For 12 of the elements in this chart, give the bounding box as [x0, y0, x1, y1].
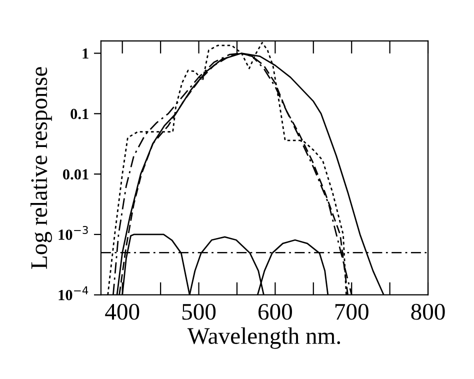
- x-tick-label: 600: [258, 304, 292, 320]
- y-tick-label: 0.01: [63, 169, 88, 180]
- x-axis-title: Wavelength nm.: [187, 327, 340, 349]
- x-tick-label: 500: [182, 304, 216, 320]
- x-tick-label: 800: [411, 304, 445, 320]
- y-tick-label: 10$^{−3}$: [58, 226, 88, 240]
- y-tick-label: 1: [82, 48, 88, 59]
- x-tick-label: 400: [105, 304, 140, 320]
- y-axis-title: Log relative response: [30, 67, 52, 269]
- y-tick-label: 10$^{−4}$: [58, 286, 88, 300]
- x-tick-label: 700: [335, 304, 368, 320]
- y-tick-label: 0.1: [70, 108, 88, 120]
